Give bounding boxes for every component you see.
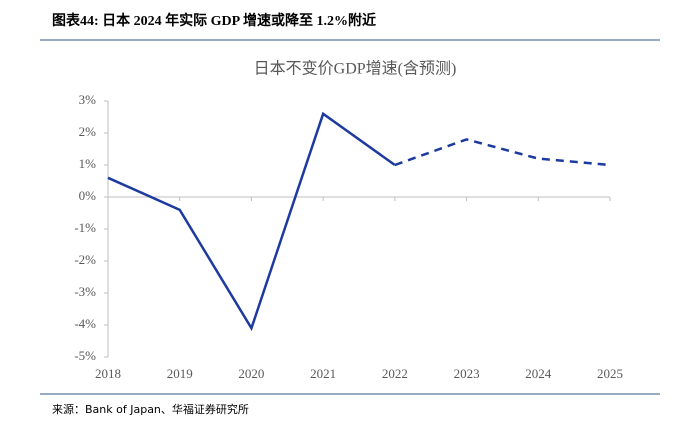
x-tick-label: 2021 [310, 366, 336, 381]
x-tick-label: 2020 [238, 366, 264, 381]
x-tick-label: 2024 [525, 366, 552, 381]
forecast-line [394, 138, 611, 167]
y-tick-label: -2% [74, 252, 96, 267]
y-tick-label: -4% [74, 316, 96, 331]
x-tick-label: 2019 [167, 366, 193, 381]
y-tick-label: -5% [74, 348, 96, 363]
report-title: 图表44: 日本 2024 年实际 GDP 增速或降至 1.2%附近 [52, 12, 376, 29]
y-tick-label: -3% [74, 284, 96, 299]
y-tick-label: 1% [79, 156, 97, 171]
y-tick-label: 3% [79, 92, 97, 107]
source: 来源：Bank of Japan、华福证券研究所 [52, 402, 249, 416]
x-tick-label: 2022 [382, 366, 408, 381]
y-tick-label: -1% [74, 220, 96, 235]
x-tick-label: 2025 [597, 366, 623, 381]
chart-title: 日本不变价GDP增速(含预测) [254, 60, 457, 78]
y-tick-label: 2% [79, 124, 97, 139]
y-tick-label: 0% [79, 188, 97, 203]
x-tick-label: 2018 [95, 366, 121, 381]
x-tick-label: 2023 [454, 366, 480, 381]
line [107, 111, 396, 332]
